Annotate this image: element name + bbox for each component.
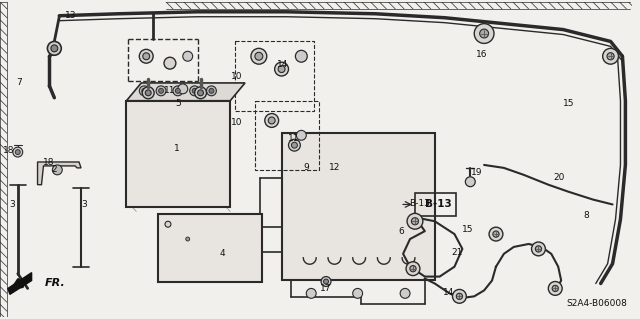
Circle shape	[140, 49, 153, 63]
Circle shape	[192, 88, 197, 93]
Text: 5: 5	[175, 99, 181, 108]
Circle shape	[189, 86, 200, 96]
Circle shape	[307, 288, 316, 298]
Text: 13: 13	[65, 11, 77, 20]
Circle shape	[465, 177, 476, 187]
Circle shape	[535, 246, 541, 252]
Circle shape	[186, 237, 189, 241]
Text: 19: 19	[470, 168, 482, 177]
Text: 11: 11	[164, 86, 176, 95]
Text: B-13: B-13	[425, 199, 452, 210]
Circle shape	[406, 262, 420, 276]
Circle shape	[321, 277, 331, 286]
Text: FR.: FR.	[44, 278, 65, 288]
Polygon shape	[8, 273, 31, 294]
Circle shape	[143, 53, 150, 60]
Circle shape	[255, 52, 263, 60]
Circle shape	[265, 114, 278, 127]
Bar	[282, 133, 435, 279]
Bar	[127, 101, 230, 207]
Polygon shape	[38, 162, 81, 185]
Text: 14: 14	[443, 288, 454, 297]
Circle shape	[198, 90, 204, 96]
Circle shape	[173, 86, 183, 96]
Circle shape	[291, 142, 298, 148]
Circle shape	[140, 86, 149, 96]
Circle shape	[552, 285, 558, 292]
Text: 2: 2	[52, 165, 57, 174]
Circle shape	[165, 221, 171, 227]
Circle shape	[296, 130, 307, 140]
Circle shape	[489, 227, 503, 241]
Circle shape	[479, 29, 488, 38]
Text: 14: 14	[277, 60, 288, 69]
Polygon shape	[127, 83, 245, 101]
Circle shape	[183, 51, 193, 61]
Circle shape	[159, 88, 163, 93]
Text: B-13: B-13	[409, 199, 430, 208]
Circle shape	[289, 139, 300, 151]
Circle shape	[407, 213, 423, 229]
Text: 15: 15	[462, 225, 474, 234]
Circle shape	[452, 289, 467, 303]
Text: 10: 10	[230, 118, 242, 127]
Circle shape	[142, 87, 154, 99]
Text: 1: 1	[174, 144, 180, 152]
Circle shape	[607, 53, 614, 60]
Circle shape	[156, 86, 166, 96]
Text: 17: 17	[320, 284, 332, 293]
Text: 8: 8	[583, 211, 589, 220]
Bar	[158, 214, 262, 281]
Circle shape	[195, 87, 207, 99]
Text: 10: 10	[230, 71, 242, 80]
Text: 21: 21	[451, 249, 462, 257]
Circle shape	[268, 117, 275, 124]
Circle shape	[412, 218, 419, 225]
Circle shape	[178, 84, 188, 94]
Circle shape	[410, 265, 416, 272]
Text: 16: 16	[476, 50, 488, 59]
Circle shape	[603, 48, 618, 64]
Circle shape	[164, 57, 176, 69]
Circle shape	[400, 288, 410, 298]
Text: 3: 3	[9, 200, 15, 209]
Circle shape	[278, 66, 285, 72]
Text: 7: 7	[16, 78, 22, 87]
Circle shape	[15, 150, 20, 155]
Circle shape	[142, 88, 147, 93]
Circle shape	[209, 88, 214, 93]
Text: 12: 12	[329, 163, 340, 172]
Circle shape	[548, 281, 562, 295]
Text: 18: 18	[43, 159, 54, 167]
Text: 9: 9	[303, 163, 309, 172]
Circle shape	[47, 41, 61, 55]
Circle shape	[474, 24, 494, 43]
Circle shape	[456, 293, 463, 300]
Circle shape	[175, 88, 180, 93]
Bar	[235, 41, 314, 111]
Text: 3: 3	[81, 200, 87, 209]
Bar	[255, 101, 319, 170]
Circle shape	[532, 242, 545, 256]
Circle shape	[493, 231, 499, 237]
Text: 20: 20	[553, 173, 564, 182]
Text: 4: 4	[220, 249, 225, 258]
Text: 18: 18	[3, 145, 15, 155]
Bar	[415, 193, 456, 216]
Text: S2A4-B06008: S2A4-B06008	[566, 299, 627, 308]
Text: 15: 15	[563, 99, 575, 108]
Circle shape	[51, 45, 58, 52]
Circle shape	[13, 147, 23, 157]
Circle shape	[296, 50, 307, 62]
Circle shape	[207, 86, 216, 96]
Circle shape	[251, 48, 267, 64]
Circle shape	[52, 165, 62, 175]
Text: 6: 6	[398, 226, 404, 236]
Text: 11: 11	[288, 134, 300, 143]
Circle shape	[145, 90, 151, 96]
Circle shape	[275, 62, 289, 76]
Circle shape	[324, 279, 328, 284]
Circle shape	[353, 288, 363, 298]
